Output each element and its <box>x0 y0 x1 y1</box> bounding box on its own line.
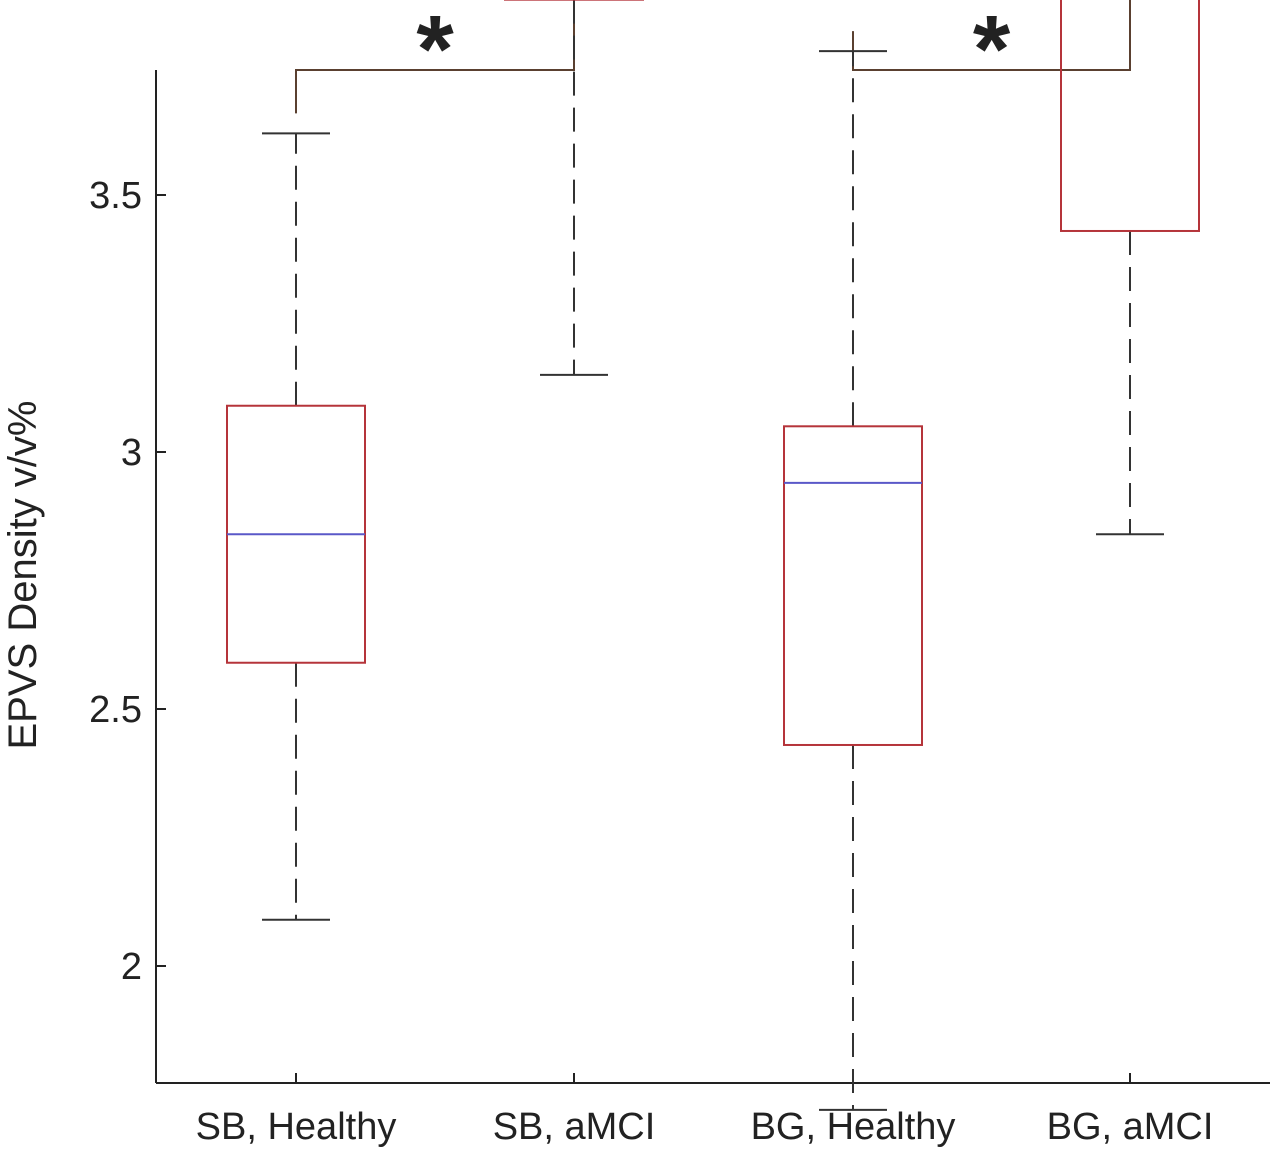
y-tick-label: 3.5 <box>89 175 142 217</box>
box-3 <box>783 50 923 1111</box>
bracket-line <box>295 0 575 114</box>
boxes <box>226 0 1200 1111</box>
x-tick-label: SB, aMCI <box>493 1106 656 1148</box>
y-axis-label: EPVS Density v/v% <box>1 400 45 749</box>
x-tick-label: BG, Healthy <box>751 1106 956 1148</box>
significance-star: * <box>973 0 1011 103</box>
y-tick-label: 2.5 <box>89 689 142 731</box>
iqr-box <box>1060 0 1200 232</box>
y-tick-label: 2 <box>121 946 142 988</box>
x-tick-label: BG, aMCI <box>1047 1106 1214 1148</box>
box-2 <box>504 0 644 376</box>
x-tick-label: SB, Healthy <box>196 1106 397 1148</box>
box-1 <box>226 132 366 921</box>
y-tick-label: 3 <box>121 432 142 474</box>
significance-star: * <box>416 0 454 103</box>
significance-bracket-2: * <box>852 0 1131 103</box>
significance-brackets: * * <box>295 0 1131 114</box>
box-4 <box>1060 0 1200 536</box>
iqr-box <box>783 425 923 746</box>
significance-bracket-1: * <box>295 0 575 114</box>
